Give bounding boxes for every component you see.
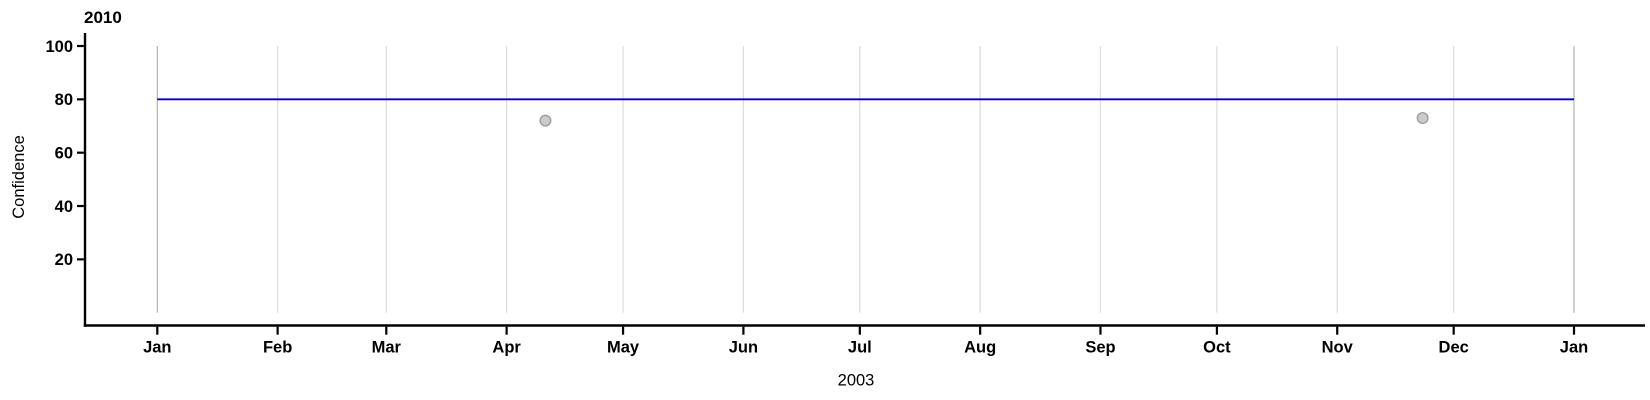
x-tick-label: Oct — [1203, 339, 1231, 357]
y-tick-label: 100 — [45, 38, 73, 56]
y-tick-label: 40 — [55, 198, 73, 216]
x-tick-label: Aug — [964, 339, 996, 357]
x-tick-label: Jul — [848, 339, 872, 357]
x-tick-label: Dec — [1439, 339, 1469, 357]
y-tick-label: 20 — [55, 251, 73, 269]
x-tick-label: Mar — [372, 339, 402, 357]
x-tick-label: Nov — [1322, 339, 1354, 357]
y-tick-label: 60 — [55, 144, 73, 162]
x-tick-label: Feb — [263, 339, 292, 357]
data-point — [1416, 112, 1429, 125]
x-tick-label: Sep — [1085, 339, 1115, 357]
series-layer — [157, 98, 1574, 127]
x-tick-label: Jan — [143, 339, 171, 357]
x-tick-label: May — [607, 339, 640, 357]
x-tick-label: Jun — [729, 339, 758, 357]
y-axis-label: Confidence — [10, 135, 28, 218]
gridline-layer — [156, 46, 1575, 313]
chart-title: 2010 — [84, 8, 122, 27]
x-axis-label: 2003 — [838, 372, 875, 390]
data-point — [539, 114, 552, 127]
x-tick-label: Jan — [1560, 339, 1588, 357]
axis-layer: 20 40 60 80 100 Jan Feb Mar Apr May Jun Jul Aug Sep Oc… — [45, 33, 1645, 357]
y-tick-label: 80 — [55, 91, 73, 109]
x-tick-label: Apr — [492, 339, 521, 357]
